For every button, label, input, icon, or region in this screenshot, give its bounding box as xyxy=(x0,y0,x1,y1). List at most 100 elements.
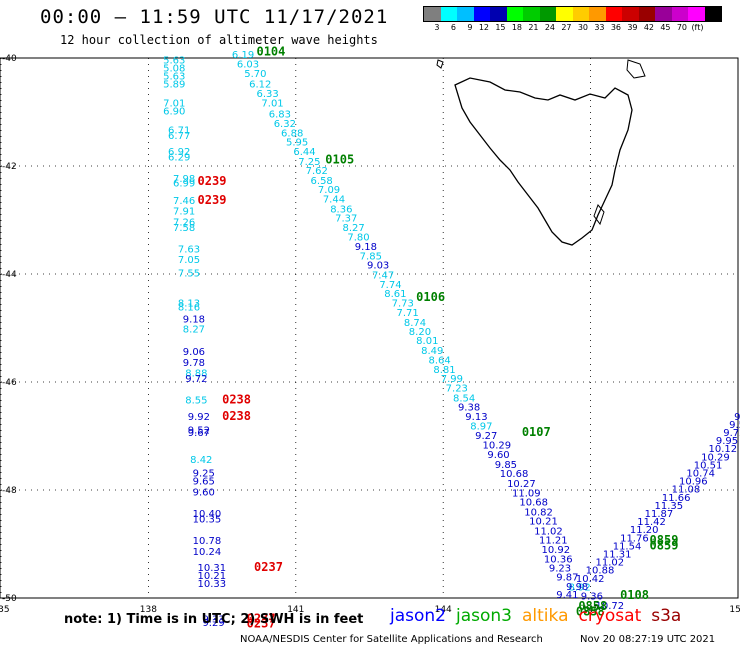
island-flinders-icon xyxy=(626,59,646,79)
wave-height-value: 10.40 xyxy=(193,509,222,520)
wave-height-value: 6.29 xyxy=(168,153,190,164)
wave-height-value: 9.18 xyxy=(355,242,377,253)
wave-height-value: 9.27 xyxy=(475,431,497,442)
legend-label: 27 xyxy=(561,23,572,32)
wave-height-value: 7.05 xyxy=(178,255,200,266)
satellite-jason3: jason3 xyxy=(456,606,512,626)
wave-height-value: 9.23 xyxy=(549,564,571,575)
wave-height-value: 6.99 xyxy=(173,179,195,190)
wave-height-value: 9.87 xyxy=(556,573,578,584)
wave-height-value: 6.33 xyxy=(256,89,278,100)
wave-height-value: 11.09 xyxy=(512,488,541,499)
wave-height-value: 11.76 xyxy=(620,533,649,544)
wave-height-value: 9.38 xyxy=(458,403,480,414)
wave-height-value: 5.95 xyxy=(286,137,308,148)
wave-height-value: 9.41 xyxy=(556,590,578,601)
legend-label: 42 xyxy=(643,23,654,32)
legend-label: (ft) xyxy=(691,23,704,32)
wave-height-value: 10.96 xyxy=(679,477,708,488)
pass-time-label: 0859 xyxy=(650,538,679,552)
y-tick-label: -46 xyxy=(2,378,17,388)
island-king-icon xyxy=(436,59,444,69)
wave-height-value: 8.92 xyxy=(568,582,590,593)
wave-height-value: 8.27 xyxy=(183,324,205,335)
y-tick-label: -48 xyxy=(2,486,17,496)
wave-height-value: 5.70 xyxy=(244,69,266,80)
wave-height-value: 10.33 xyxy=(198,579,227,590)
wave-height-value: 8.01 xyxy=(416,336,438,347)
legend-swatch xyxy=(622,7,639,21)
satellite-s3a: s3a xyxy=(651,606,682,626)
legend-swatch xyxy=(539,7,556,21)
wave-height-value: 5.63 xyxy=(163,55,185,66)
legend-swatches xyxy=(423,6,722,22)
legend-swatch xyxy=(655,7,672,21)
pass-time-label: 0239 xyxy=(198,193,227,207)
tasmania-coastline xyxy=(454,77,633,246)
wave-height-value: 10.27 xyxy=(507,479,536,490)
wave-height-value: 10.68 xyxy=(519,498,548,509)
wave-height-value: 6.19 xyxy=(232,50,254,61)
wave-height-value: 6.03 xyxy=(237,60,259,71)
wave-height-value: 8.49 xyxy=(421,346,443,357)
x-tick-label: 150 xyxy=(729,605,740,615)
pass-time-label: 0237 xyxy=(247,617,276,631)
legend-swatch xyxy=(572,7,589,21)
wave-height-value: 6.83 xyxy=(269,109,291,120)
wave-height-value: 10.31 xyxy=(198,563,227,574)
wave-height-value: 9.98 xyxy=(566,582,588,593)
legend-label: 36 xyxy=(610,23,621,32)
wave-height-value: 7.74 xyxy=(379,280,401,291)
legend-label: 33 xyxy=(594,23,605,32)
legend-swatch xyxy=(556,7,573,21)
legend-swatch xyxy=(589,7,606,21)
wave-height-value: 10.78 xyxy=(193,536,222,547)
axis-ticks: 135 138 141 144 147 150 -40 -42 -44 -46 -48 -50 xyxy=(0,54,740,615)
wave-height-value: 7.23 xyxy=(446,384,468,395)
wave-height-value: 6.90 xyxy=(163,107,185,118)
wave-height-value: 7.55 xyxy=(178,269,200,280)
legend-label: 12 xyxy=(478,23,489,32)
legend-label: 6 xyxy=(450,23,456,32)
legend-swatch xyxy=(688,7,705,21)
wave-height-value: 9.72 xyxy=(723,428,740,439)
wave-height-value: 10.82 xyxy=(524,507,553,518)
wave-height-value: 7.91 xyxy=(173,207,195,218)
grid-lines xyxy=(0,57,739,599)
wave-height-value: 8.13 xyxy=(178,298,200,309)
legend-label: 39 xyxy=(627,23,638,32)
wave-height-value: 11.42 xyxy=(637,517,666,528)
wave-height-value: 7.47 xyxy=(372,270,394,281)
satellite-cryosat: cryosat xyxy=(578,606,642,626)
page-title: 00:00 – 11:59 UTC 11/17/2021 xyxy=(40,6,389,28)
wave-height-value: 8.16 xyxy=(178,303,200,314)
wave-height-value: 9.13 xyxy=(465,412,487,423)
pass-time-label: 0239 xyxy=(198,174,227,188)
wave-height-value: 6.12 xyxy=(249,80,271,91)
wave-height-value: 9.60 xyxy=(193,487,215,498)
wave-height-value: 8.88 xyxy=(185,369,207,380)
wave-height-value: 9.95 xyxy=(716,436,738,447)
legend-swatch xyxy=(473,7,490,21)
wave-height-value: 8.54 xyxy=(453,393,475,404)
wave-height-value: 7.58 xyxy=(173,223,195,234)
legend-label: 18 xyxy=(511,23,522,32)
wave-height-value: 8.36 xyxy=(330,204,352,215)
pass-time-label: 0104 xyxy=(256,44,285,58)
wave-height-value: 8.64 xyxy=(428,356,450,367)
wave-height-value: 10.35 xyxy=(193,514,222,525)
wave-height-value: 7.85 xyxy=(360,251,382,262)
wave-height-value: 8.55 xyxy=(185,396,207,407)
pass-time-label: 0237 xyxy=(254,560,283,574)
y-tick-label: -42 xyxy=(2,162,17,172)
pass-time-label: 0858 xyxy=(576,604,605,618)
wave-height-value: 8.42 xyxy=(190,455,212,466)
wave-height-value: 8.74 xyxy=(404,318,426,329)
wave-height-value: 10.36 xyxy=(544,554,573,565)
wave-height-value: 9.41 xyxy=(734,412,740,423)
legend-label: 30 xyxy=(577,23,588,32)
page-subtitle: 12 hour collection of altimeter wave hei… xyxy=(60,33,378,47)
y-tick-label: -50 xyxy=(2,594,17,604)
wave-height-value: 9.03 xyxy=(367,261,389,272)
credit-line: NOAA/NESDIS Center for Satellite Applica… xyxy=(240,634,543,645)
